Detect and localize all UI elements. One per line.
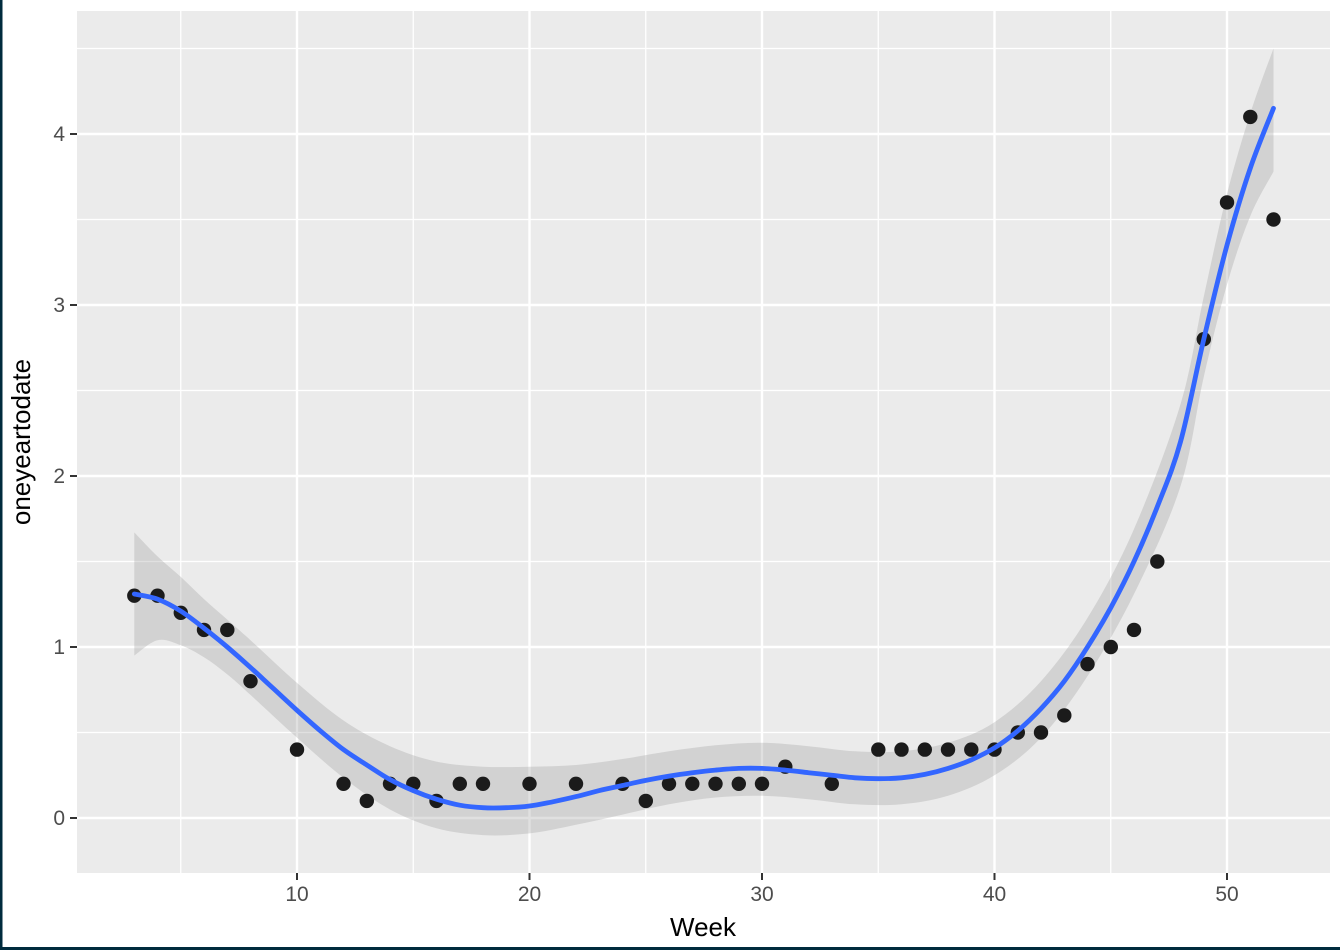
- data-point: [1057, 708, 1072, 723]
- window-left-border: [0, 0, 3, 950]
- data-point: [940, 742, 956, 757]
- x-tick-label: 20: [518, 883, 541, 906]
- x-tick-label: 10: [285, 883, 308, 906]
- data-point: [1033, 725, 1049, 740]
- data-point: [1080, 656, 1095, 672]
- x-tick-label: 30: [750, 883, 773, 906]
- x-tick-label: 40: [983, 883, 1006, 906]
- data-point: [522, 776, 537, 791]
- data-point: [336, 776, 351, 791]
- y-tick-label: 4: [53, 123, 65, 146]
- y-axis-tick-labels: 0 1 2 3 4: [53, 123, 65, 830]
- y-tick-label: 2: [53, 465, 65, 488]
- data-point: [708, 776, 723, 791]
- y-tick-label: 0: [53, 807, 65, 830]
- data-point: [964, 742, 979, 757]
- data-point: [1103, 639, 1119, 655]
- gridlines-major: [77, 11, 1330, 873]
- x-axis-tick-labels: 10 20 30 40 50: [285, 883, 1238, 906]
- data-point: [1150, 554, 1165, 569]
- data-point: [289, 742, 305, 757]
- data-point: [917, 742, 932, 757]
- data-point: [1219, 195, 1235, 210]
- data-point: [685, 776, 700, 791]
- y-tick-label: 3: [53, 294, 65, 317]
- data-point: [568, 776, 584, 791]
- data-point: [754, 776, 770, 791]
- axis-tick-marks: [70, 133, 1228, 880]
- data-point: [220, 622, 235, 638]
- data-point: [638, 793, 653, 809]
- data-point: [731, 776, 746, 791]
- data-point: [359, 793, 374, 809]
- data-point: [824, 776, 839, 791]
- data-point: [475, 776, 491, 791]
- gridlines-minor: [77, 11, 1330, 873]
- data-point: [243, 674, 258, 689]
- panel-background: [77, 11, 1330, 873]
- x-axis-title: Week: [670, 912, 737, 942]
- smooth-line: [131, 105, 1276, 811]
- data-point: [1266, 212, 1281, 227]
- data-point: [1243, 109, 1258, 125]
- y-tick-label: 1: [53, 636, 65, 659]
- window-bottom-border: [0, 947, 1340, 950]
- x-tick-label: 50: [1215, 883, 1238, 906]
- y-axis-title: oneyeartodate: [6, 359, 36, 525]
- data-point: [871, 742, 886, 757]
- data-point: [452, 776, 467, 791]
- data-point: [894, 742, 909, 757]
- data-point: [1126, 622, 1142, 638]
- data-point: [661, 776, 677, 791]
